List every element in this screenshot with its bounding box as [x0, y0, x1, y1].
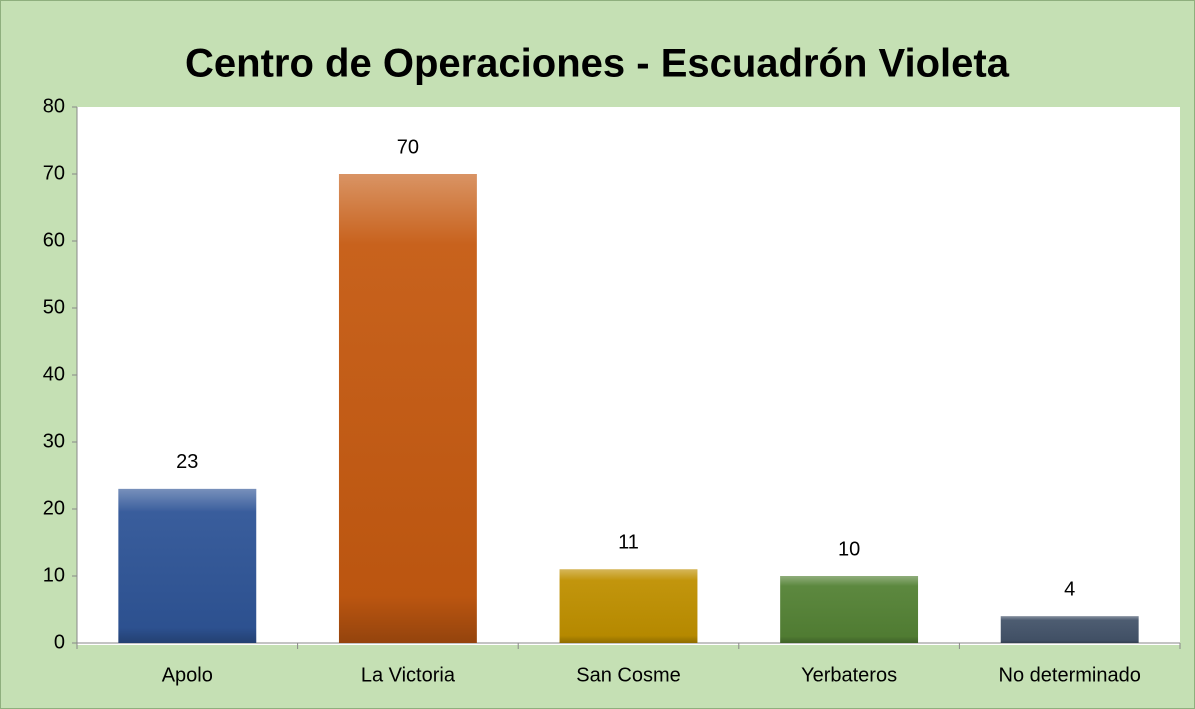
y-tick-label: 10 — [43, 564, 65, 586]
y-tick-label: 30 — [43, 430, 65, 452]
bar-bevel — [1000, 616, 1139, 643]
chart-title: Centro de Operaciones - Escuadrón Violet… — [185, 42, 1010, 86]
plot-area — [77, 107, 1180, 645]
bar-bevel — [118, 488, 257, 643]
bar-bevel — [338, 174, 477, 643]
y-tick-label: 70 — [43, 162, 65, 184]
y-tick-label: 40 — [43, 363, 65, 385]
x-tick-label: Apolo — [162, 664, 213, 686]
x-tick-label: San Cosme — [576, 664, 681, 686]
y-tick-label: 0 — [54, 631, 65, 653]
y-tick-label: 50 — [43, 296, 65, 318]
data-label: 4 — [1064, 578, 1075, 600]
data-label: 70 — [397, 136, 419, 158]
x-tick-label: La Victoria — [361, 664, 456, 686]
y-tick-label: 80 — [43, 95, 65, 117]
bar-bevel — [559, 569, 698, 643]
x-tick-label: Yerbateros — [801, 664, 897, 686]
data-label: 23 — [176, 451, 198, 473]
bar-bevel — [780, 576, 919, 643]
y-tick-label: 60 — [43, 229, 65, 251]
data-label: 10 — [838, 538, 860, 560]
y-tick-label: 20 — [43, 497, 65, 519]
x-tick-label: No determinado — [999, 664, 1141, 686]
data-label: 11 — [618, 532, 639, 554]
